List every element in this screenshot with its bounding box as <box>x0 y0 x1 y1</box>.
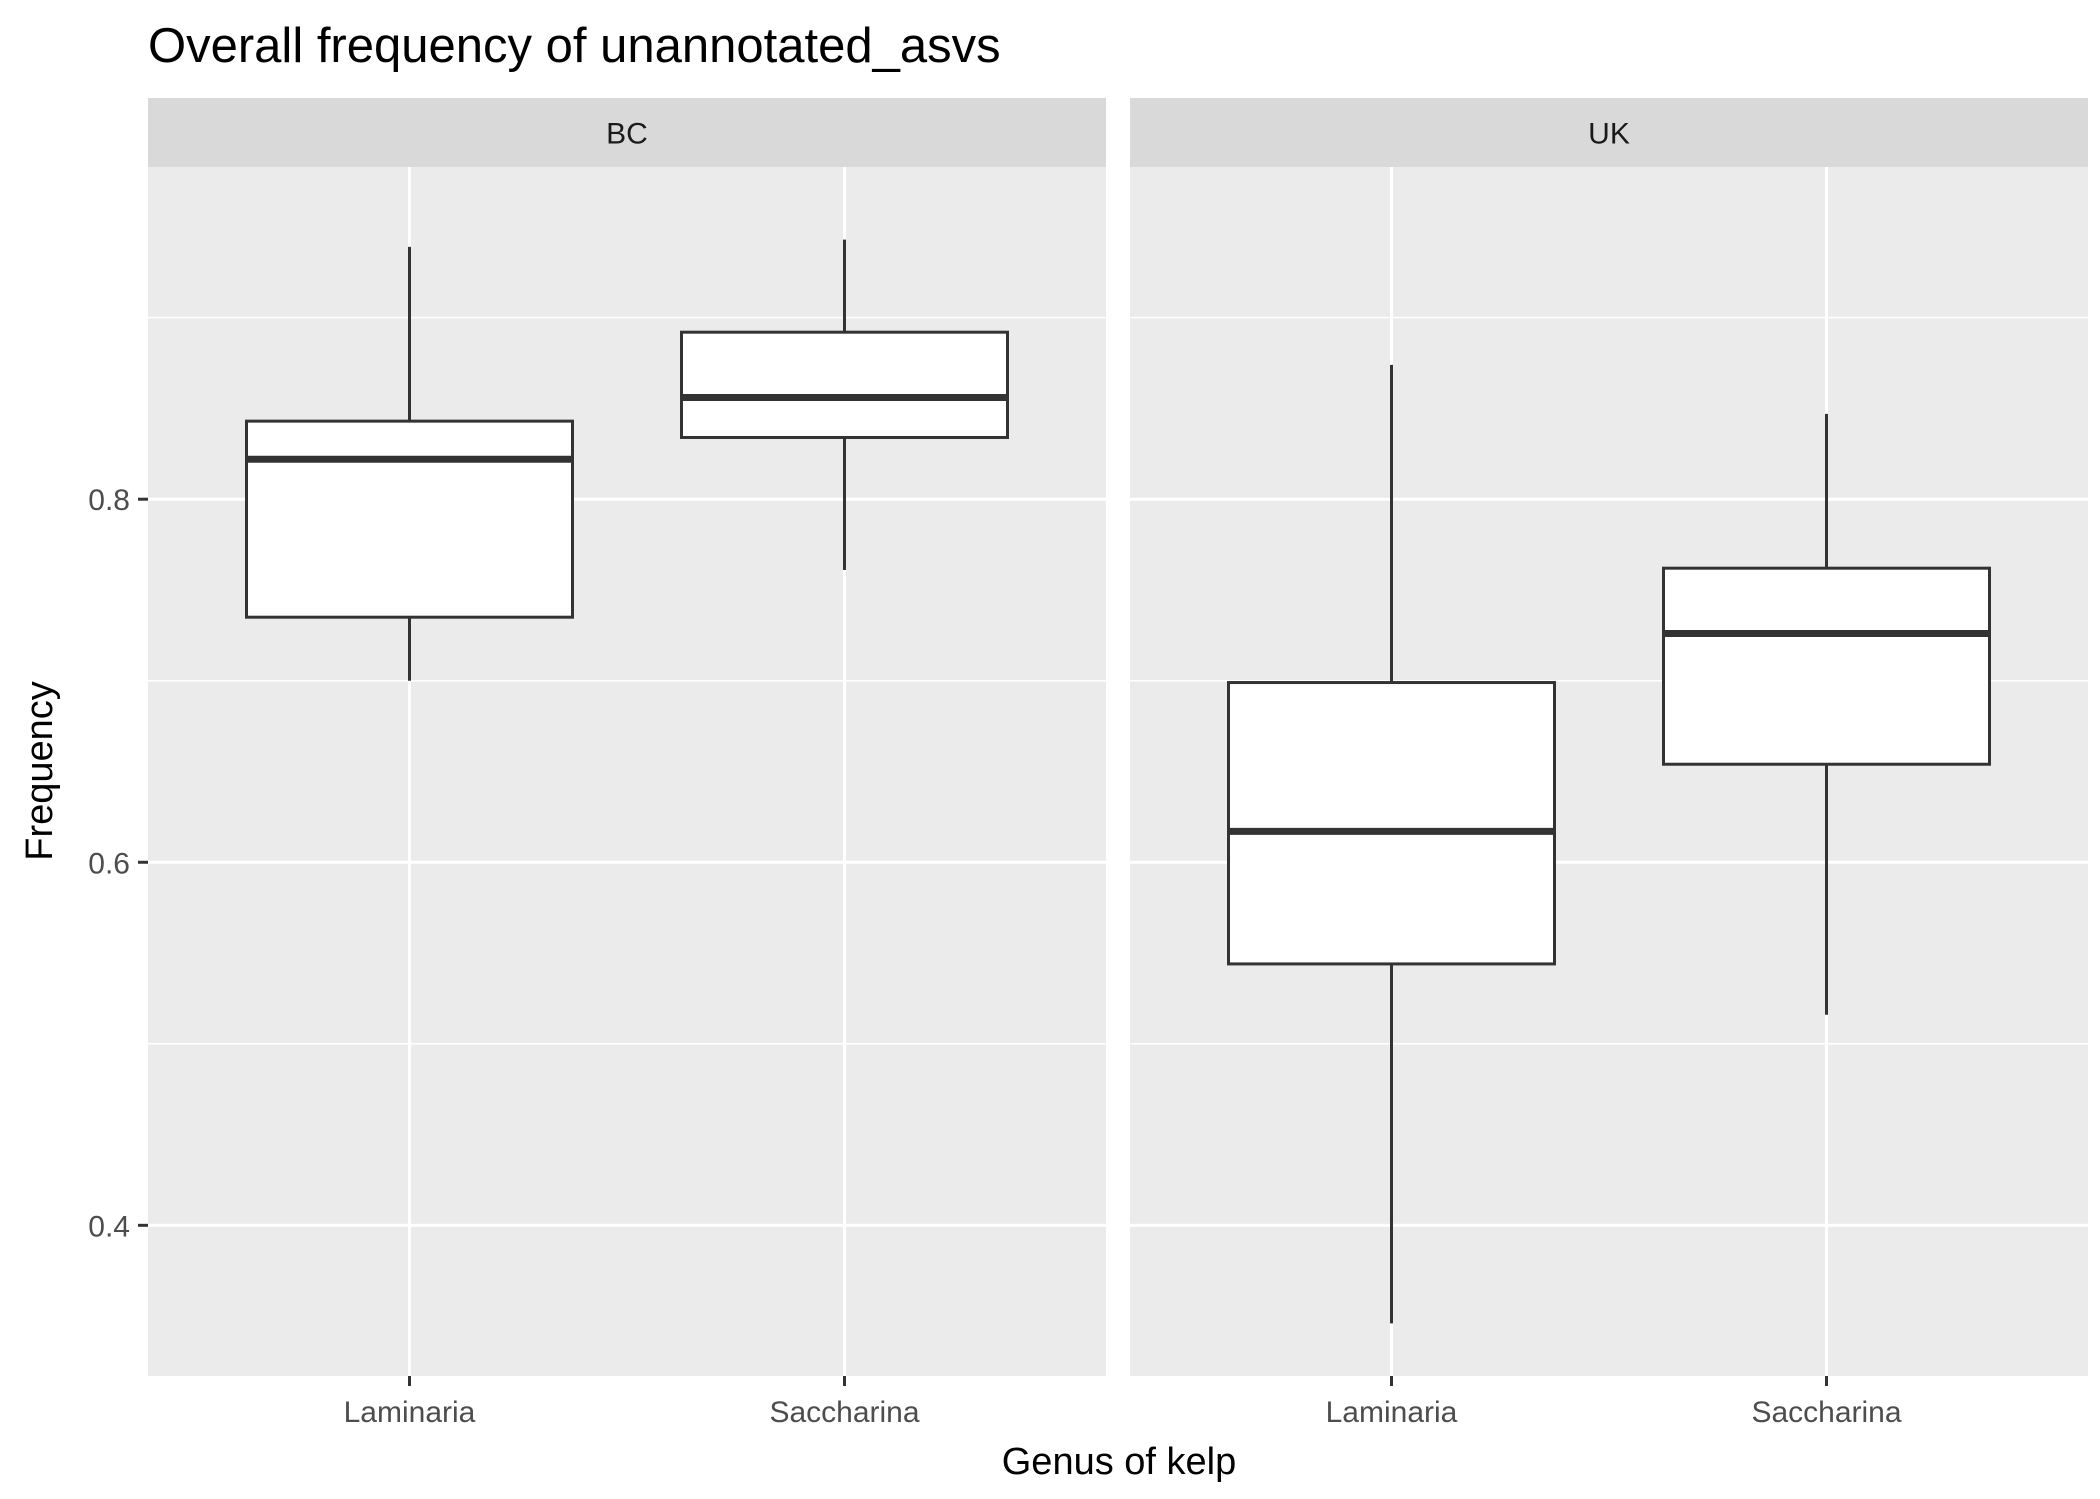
panel-bc: BC Laminaria Saccharina <box>148 98 1106 1429</box>
box-iqr <box>680 330 1009 439</box>
x-axis-title: Genus of kelp <box>1002 1441 1236 1483</box>
y-tick-label: 0.4 <box>88 1210 130 1243</box>
box-bc-laminaria <box>245 246 574 681</box>
box-iqr <box>1662 566 1991 766</box>
y-tick-label: 0.6 <box>88 847 130 880</box>
chart-title: Overall frequency of unannotated_asvs <box>148 19 1001 73</box>
y-tick-label: 0.8 <box>88 484 130 517</box>
facet-strip <box>148 98 1106 167</box>
y-axis-title: Frequency <box>19 681 61 861</box>
panels-layer: BC Laminaria Saccharina UK Laminaria Sacchari… <box>148 98 2088 1429</box>
y-axis: 0.4 0.6 0.8 <box>88 484 148 1243</box>
box-iqr <box>245 419 574 619</box>
facet-label-bc: BC <box>606 118 648 151</box>
facet-label-uk: UK <box>1588 118 1630 151</box>
box-uk-laminaria <box>1227 364 1556 1324</box>
facet-strip <box>1130 98 2088 167</box>
x-tick-label: Laminaria <box>344 1396 476 1429</box>
x-tick-label: Saccharina <box>769 1396 919 1429</box>
x-tick-label: Saccharina <box>1751 1396 1901 1429</box>
box-iqr <box>1227 681 1556 966</box>
x-tick-label: Laminaria <box>1326 1396 1458 1429</box>
box-uk-saccharina <box>1662 413 1991 1015</box>
box-bc-saccharina <box>680 239 1009 570</box>
panel-uk: UK Laminaria Saccharina <box>1130 98 2088 1429</box>
